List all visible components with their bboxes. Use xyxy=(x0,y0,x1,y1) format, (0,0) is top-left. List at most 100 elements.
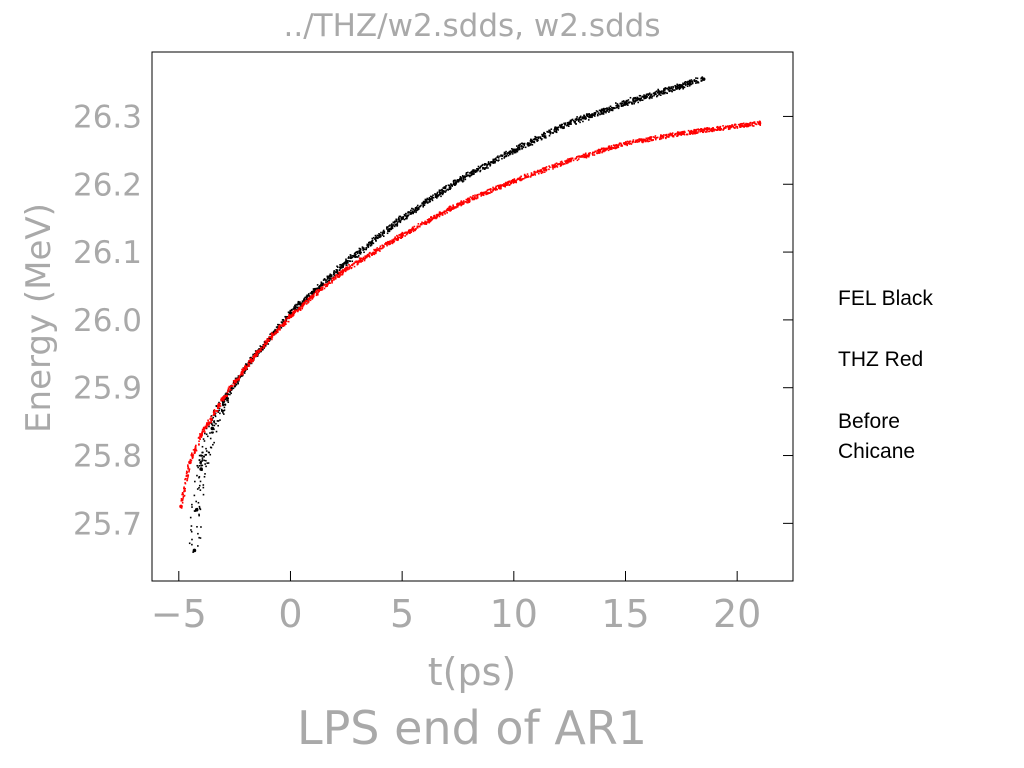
scatter-point xyxy=(452,208,455,210)
scatter-point xyxy=(499,187,502,190)
scatter-point xyxy=(220,399,223,402)
scatter-point xyxy=(284,320,287,322)
scatter-point xyxy=(198,454,201,457)
scatter-point xyxy=(518,144,521,146)
scatter-point xyxy=(644,140,647,143)
scatter-point xyxy=(621,105,624,107)
scatter-point xyxy=(181,499,184,502)
scatter-point xyxy=(398,234,400,236)
scatter-point xyxy=(368,254,370,257)
scatter-point xyxy=(365,255,368,257)
scatter-point xyxy=(448,188,450,190)
scatter-point xyxy=(698,128,701,131)
scatter-point xyxy=(370,244,373,246)
scatter-point xyxy=(473,173,475,175)
scatter-point xyxy=(218,407,221,410)
scatter-point xyxy=(641,139,643,141)
scatter-point xyxy=(602,113,605,115)
scatter-point xyxy=(476,168,478,170)
scatter-point xyxy=(727,128,730,131)
scatter-point xyxy=(436,215,439,217)
scatter-point xyxy=(181,493,183,496)
scatter-point xyxy=(449,186,451,188)
scatter-point xyxy=(534,135,536,138)
scatter-point xyxy=(180,499,183,502)
scatter-point xyxy=(336,276,339,278)
scatter-point xyxy=(362,247,365,249)
scatter-point xyxy=(599,109,602,112)
scatter-point xyxy=(318,285,320,288)
scatter-point xyxy=(188,542,191,545)
scatter-point xyxy=(621,101,624,103)
scatter-point xyxy=(407,214,410,216)
legend-chicane: Chicane xyxy=(838,440,916,463)
scatter-point xyxy=(197,532,199,535)
scatter-point xyxy=(473,197,475,200)
scatter-point xyxy=(424,202,426,205)
scatter-point xyxy=(659,94,662,96)
scatter-point xyxy=(184,478,186,481)
scatter-point xyxy=(642,139,644,141)
scatter-point xyxy=(188,460,192,465)
scatter-point xyxy=(559,165,562,167)
scatter-point xyxy=(351,260,354,263)
scatter-point xyxy=(690,131,693,134)
scatter-point xyxy=(399,215,402,218)
scatter-point xyxy=(242,372,244,375)
scatter-point xyxy=(393,225,396,228)
scatter-point xyxy=(469,172,471,174)
scatter-point xyxy=(544,132,546,135)
scatter-point xyxy=(406,214,409,217)
scatter-point xyxy=(617,146,620,149)
scatter-point xyxy=(677,87,679,89)
scatter-point xyxy=(643,97,645,100)
scatter-point xyxy=(311,298,313,300)
scatter-point xyxy=(578,155,580,158)
plot-frame xyxy=(151,51,794,582)
scatter-point xyxy=(530,174,533,177)
scatter-point xyxy=(389,240,392,242)
scatter-point xyxy=(545,166,548,168)
scatter-point xyxy=(686,133,689,136)
scatter-point xyxy=(557,126,560,128)
scatter-point xyxy=(187,476,189,478)
scatter-point xyxy=(646,96,649,98)
scatter-point xyxy=(488,188,491,191)
scatter-point xyxy=(195,448,197,451)
scatter-point xyxy=(611,146,613,149)
scatter-point xyxy=(516,148,519,151)
scatter-point xyxy=(581,154,584,157)
scatter-point xyxy=(598,148,600,151)
scatter-point xyxy=(205,424,208,426)
scatter-point xyxy=(631,103,634,105)
scatter-point xyxy=(267,343,270,345)
scatter-point xyxy=(637,97,639,100)
scatter-point xyxy=(280,321,283,323)
scatter-point xyxy=(198,486,200,489)
scatter-point xyxy=(577,158,580,160)
scatter-point xyxy=(204,463,206,465)
scatter-point xyxy=(599,150,602,153)
scatter-point xyxy=(686,85,689,88)
scatter-point xyxy=(460,200,463,203)
scatter-point xyxy=(687,129,690,132)
x-tick-label: 10 xyxy=(490,592,538,636)
scatter-point xyxy=(708,130,710,133)
scatter-point xyxy=(202,493,205,496)
scatter-point xyxy=(432,194,434,197)
scatter-point xyxy=(556,128,558,131)
scatter-point xyxy=(391,239,393,241)
scatter-point xyxy=(452,180,455,183)
scatter-point xyxy=(229,386,231,389)
scatter-point xyxy=(651,95,654,98)
scatter-point xyxy=(565,161,567,164)
scatter-point xyxy=(330,274,333,276)
scatter-point xyxy=(608,148,611,150)
scatter-point xyxy=(503,185,505,187)
scatter-point xyxy=(415,206,418,208)
scatter-point xyxy=(505,155,508,158)
scatter-point xyxy=(258,348,260,350)
scatter-point xyxy=(224,404,227,406)
scatter-point xyxy=(574,158,577,160)
scatter-point xyxy=(666,87,669,90)
